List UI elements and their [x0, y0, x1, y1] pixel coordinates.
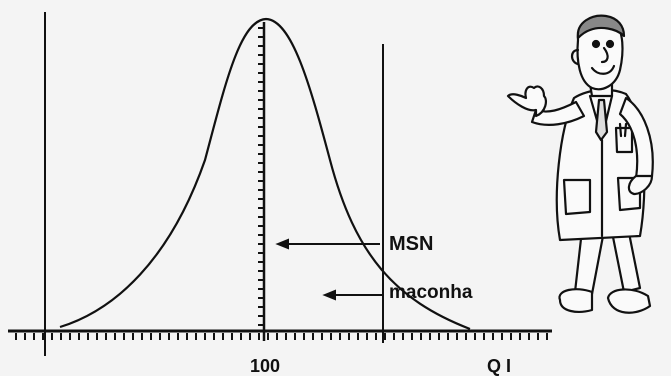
msn-arrow [275, 238, 380, 250]
x-tick-label-100: 100 [250, 356, 280, 376]
doctor-illustration [506, 14, 654, 314]
x-axis-ticks [15, 333, 548, 340]
maconha-arrow [322, 289, 383, 301]
mean-line-ticks [258, 27, 264, 326]
maconha-label: maconha [389, 282, 473, 303]
msn-label: MSN [389, 233, 433, 255]
x-axis-label: Q I [487, 356, 511, 376]
